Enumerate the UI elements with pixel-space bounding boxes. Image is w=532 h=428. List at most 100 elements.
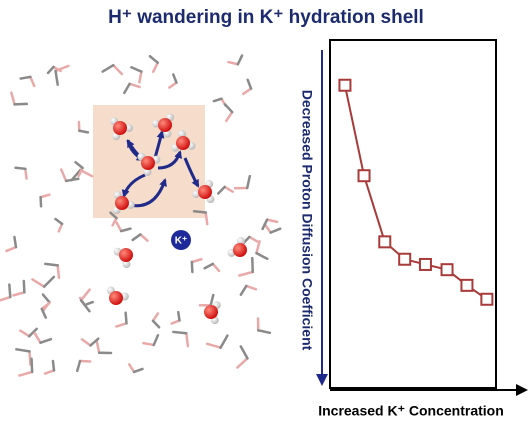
bond [257, 329, 272, 335]
bond [192, 210, 208, 214]
water-stick [151, 312, 161, 329]
water-stick [131, 233, 149, 242]
bond [185, 332, 190, 348]
bond [22, 279, 26, 294]
bond [54, 217, 64, 226]
bond [115, 322, 128, 328]
water-stick [0, 283, 12, 302]
bond [95, 339, 101, 354]
water-stick [255, 240, 269, 261]
data-point [378, 235, 392, 249]
data-point [418, 257, 432, 271]
bond [29, 75, 36, 88]
bond [177, 310, 181, 322]
bond [205, 342, 222, 349]
water-stick [15, 348, 32, 366]
bond [242, 87, 253, 96]
bond [204, 211, 209, 226]
bond [211, 262, 221, 273]
title: H⁺ wandering in K⁺ hydration shell [108, 7, 424, 28]
bond [79, 288, 91, 302]
water-stick [217, 185, 234, 195]
water-stick [19, 327, 38, 338]
water-stick [74, 161, 84, 178]
bond [239, 345, 249, 360]
water-stick [223, 103, 234, 123]
bond [227, 60, 240, 66]
water-molecule [171, 130, 196, 152]
hop-arrow [153, 130, 165, 159]
water-molecule [113, 247, 133, 268]
bond [265, 218, 279, 224]
oxygen [158, 118, 172, 132]
bond [59, 168, 68, 183]
bond [127, 363, 136, 374]
water-stick [10, 91, 29, 106]
water-molecule [110, 117, 133, 141]
bond [203, 262, 215, 270]
water-stick [238, 256, 254, 277]
bond [119, 227, 132, 233]
water-stick [130, 65, 143, 84]
bond [43, 369, 56, 375]
water-stick [18, 357, 34, 377]
water-molecule [106, 286, 129, 305]
oxygen [115, 196, 129, 210]
bond [172, 73, 178, 84]
bond [74, 161, 84, 170]
hydrogen [125, 124, 133, 132]
water-stick [33, 332, 53, 344]
k-ion [171, 230, 191, 250]
bond [18, 370, 34, 377]
water-stick [190, 257, 203, 274]
bond [238, 270, 254, 277]
water-stick [236, 345, 249, 369]
water-stick [148, 54, 159, 74]
hydrogen [122, 259, 131, 268]
bond [209, 293, 215, 307]
bond [124, 311, 128, 325]
bond [76, 359, 82, 373]
data-point [398, 252, 412, 266]
bond [56, 264, 61, 280]
bond [142, 341, 156, 347]
bond [170, 319, 181, 325]
water-stick [205, 334, 229, 349]
x-axis-label: Increased K⁺ Concentration [318, 403, 504, 419]
bond [245, 284, 258, 291]
bond [263, 222, 272, 234]
bond [190, 257, 203, 264]
bond [70, 168, 82, 182]
bond [78, 129, 90, 134]
bond [236, 357, 249, 369]
bond [57, 222, 64, 233]
bond [236, 54, 244, 66]
bond [13, 235, 18, 249]
bond [190, 260, 194, 274]
water-stick [123, 82, 141, 95]
oxygen [176, 136, 190, 150]
bond [128, 82, 141, 89]
bond [255, 240, 261, 255]
water-stick [43, 359, 56, 375]
oxygen [198, 185, 212, 199]
k-ion-label: K⁺ [175, 236, 188, 247]
hop-arrow [157, 150, 183, 170]
water-stick [233, 174, 252, 190]
bond [77, 166, 84, 178]
bond [46, 65, 55, 75]
bond [219, 334, 229, 349]
hop-arrow [183, 157, 200, 188]
water-stick [168, 73, 178, 89]
bond [255, 251, 269, 261]
data-line [343, 85, 488, 301]
oxygen [109, 291, 123, 305]
bond [30, 357, 34, 374]
bond [40, 307, 47, 319]
water-stick [115, 311, 128, 328]
bond [115, 221, 123, 233]
water-stick [19, 75, 36, 88]
molecular-scene [0, 54, 282, 377]
hydrogen [236, 237, 245, 246]
water-stick [242, 78, 253, 96]
